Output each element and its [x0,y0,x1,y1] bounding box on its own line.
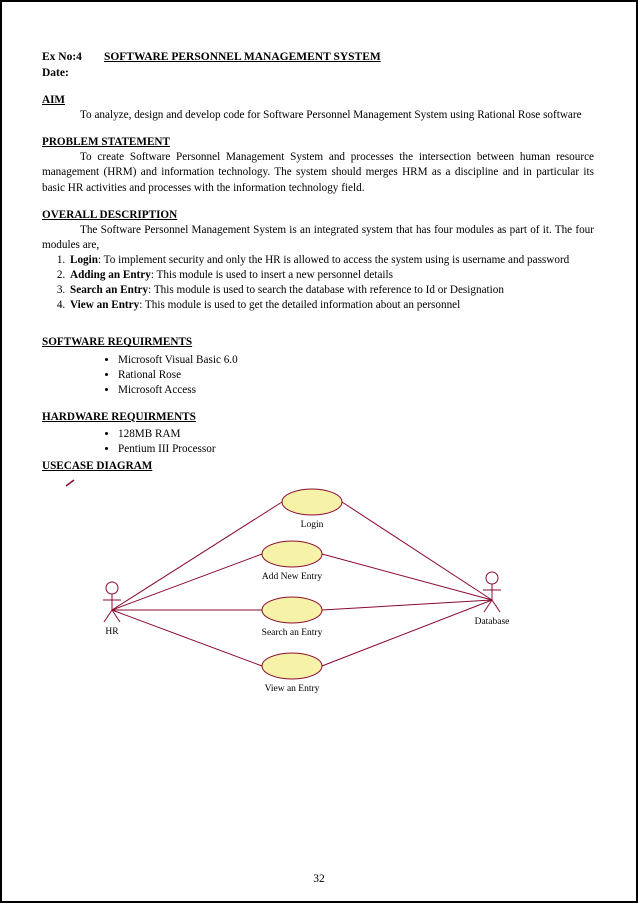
module-item: View an Entry: This module is used to ge… [68,298,594,313]
page-number: 32 [2,873,636,885]
usecase-heading: USECASE DIAGRAM [42,459,594,474]
sw-req-item: Microsoft Access [118,383,594,398]
aim-text: To analyze, design and develop code for … [42,108,594,123]
module-desc: : To implement security and only the HR … [98,254,569,266]
module-name: Adding an Entry [70,269,151,281]
sw-req-item: Microsoft Visual Basic 6.0 [118,353,594,368]
usecase-diagram: HR Database Login Add New Entry Search an En… [42,478,594,708]
module-desc: : This module is used to get the detaile… [139,299,460,311]
svg-text:Login: Login [301,520,324,530]
svg-text:View an Entry: View an Entry [265,684,320,694]
module-list: Login: To implement security and only th… [68,253,594,313]
svg-text:Add New Entry: Add New Entry [262,572,322,582]
sw-req-item: Rational Rose [118,368,594,383]
ex-no-label: Ex No:4 [42,50,82,66]
usecase-svg: HR Database Login Add New Entry Search an En… [42,478,582,708]
module-desc: : This module is used to search the data… [148,284,504,296]
overall-intro: The Software Personnel Management System… [42,223,594,253]
aim-heading: AIM [42,93,594,108]
hw-req-heading: HARDWARE REQUIRMENTS [42,410,594,425]
header-row: Ex No:4 SOFTWARE PERSONNEL MANAGEMENT SY… [42,50,594,66]
page-frame: Ex No:4 SOFTWARE PERSONNEL MANAGEMENT SY… [0,0,638,903]
sw-req-heading: SOFTWARE REQUIRMENTS [42,335,594,350]
hw-req-item: Pentium III Processor [118,442,594,457]
date-label: Date: [42,66,594,82]
hw-req-list: 128MB RAM Pentium III Processor [118,427,594,457]
svg-text:Database: Database [475,617,510,627]
sw-req-list: Microsoft Visual Basic 6.0 Rational Rose… [118,353,594,398]
module-item: Search an Entry: This module is used to … [68,283,594,298]
problem-heading: PROBLEM STATEMENT [42,135,594,150]
problem-text: To create Software Personnel Management … [42,150,594,195]
module-name: Login [70,254,98,266]
module-item: Adding an Entry: This module is used to … [68,268,594,283]
module-item: Login: To implement security and only th… [68,253,594,268]
module-name: Search an Entry [70,284,148,296]
hw-req-item: 128MB RAM [118,427,594,442]
svg-text:Search an Entry: Search an Entry [262,628,323,638]
svg-text:HR: HR [105,627,119,637]
module-name: View an Entry [70,299,139,311]
page-content: Ex No:4 SOFTWARE PERSONNEL MANAGEMENT SY… [30,24,608,887]
doc-title: SOFTWARE PERSONNEL MANAGEMENT SYSTEM [104,50,381,66]
overall-heading: OVERALL DESCRIPTION [42,208,594,223]
module-desc: : This module is used to insert a new pe… [151,269,393,281]
